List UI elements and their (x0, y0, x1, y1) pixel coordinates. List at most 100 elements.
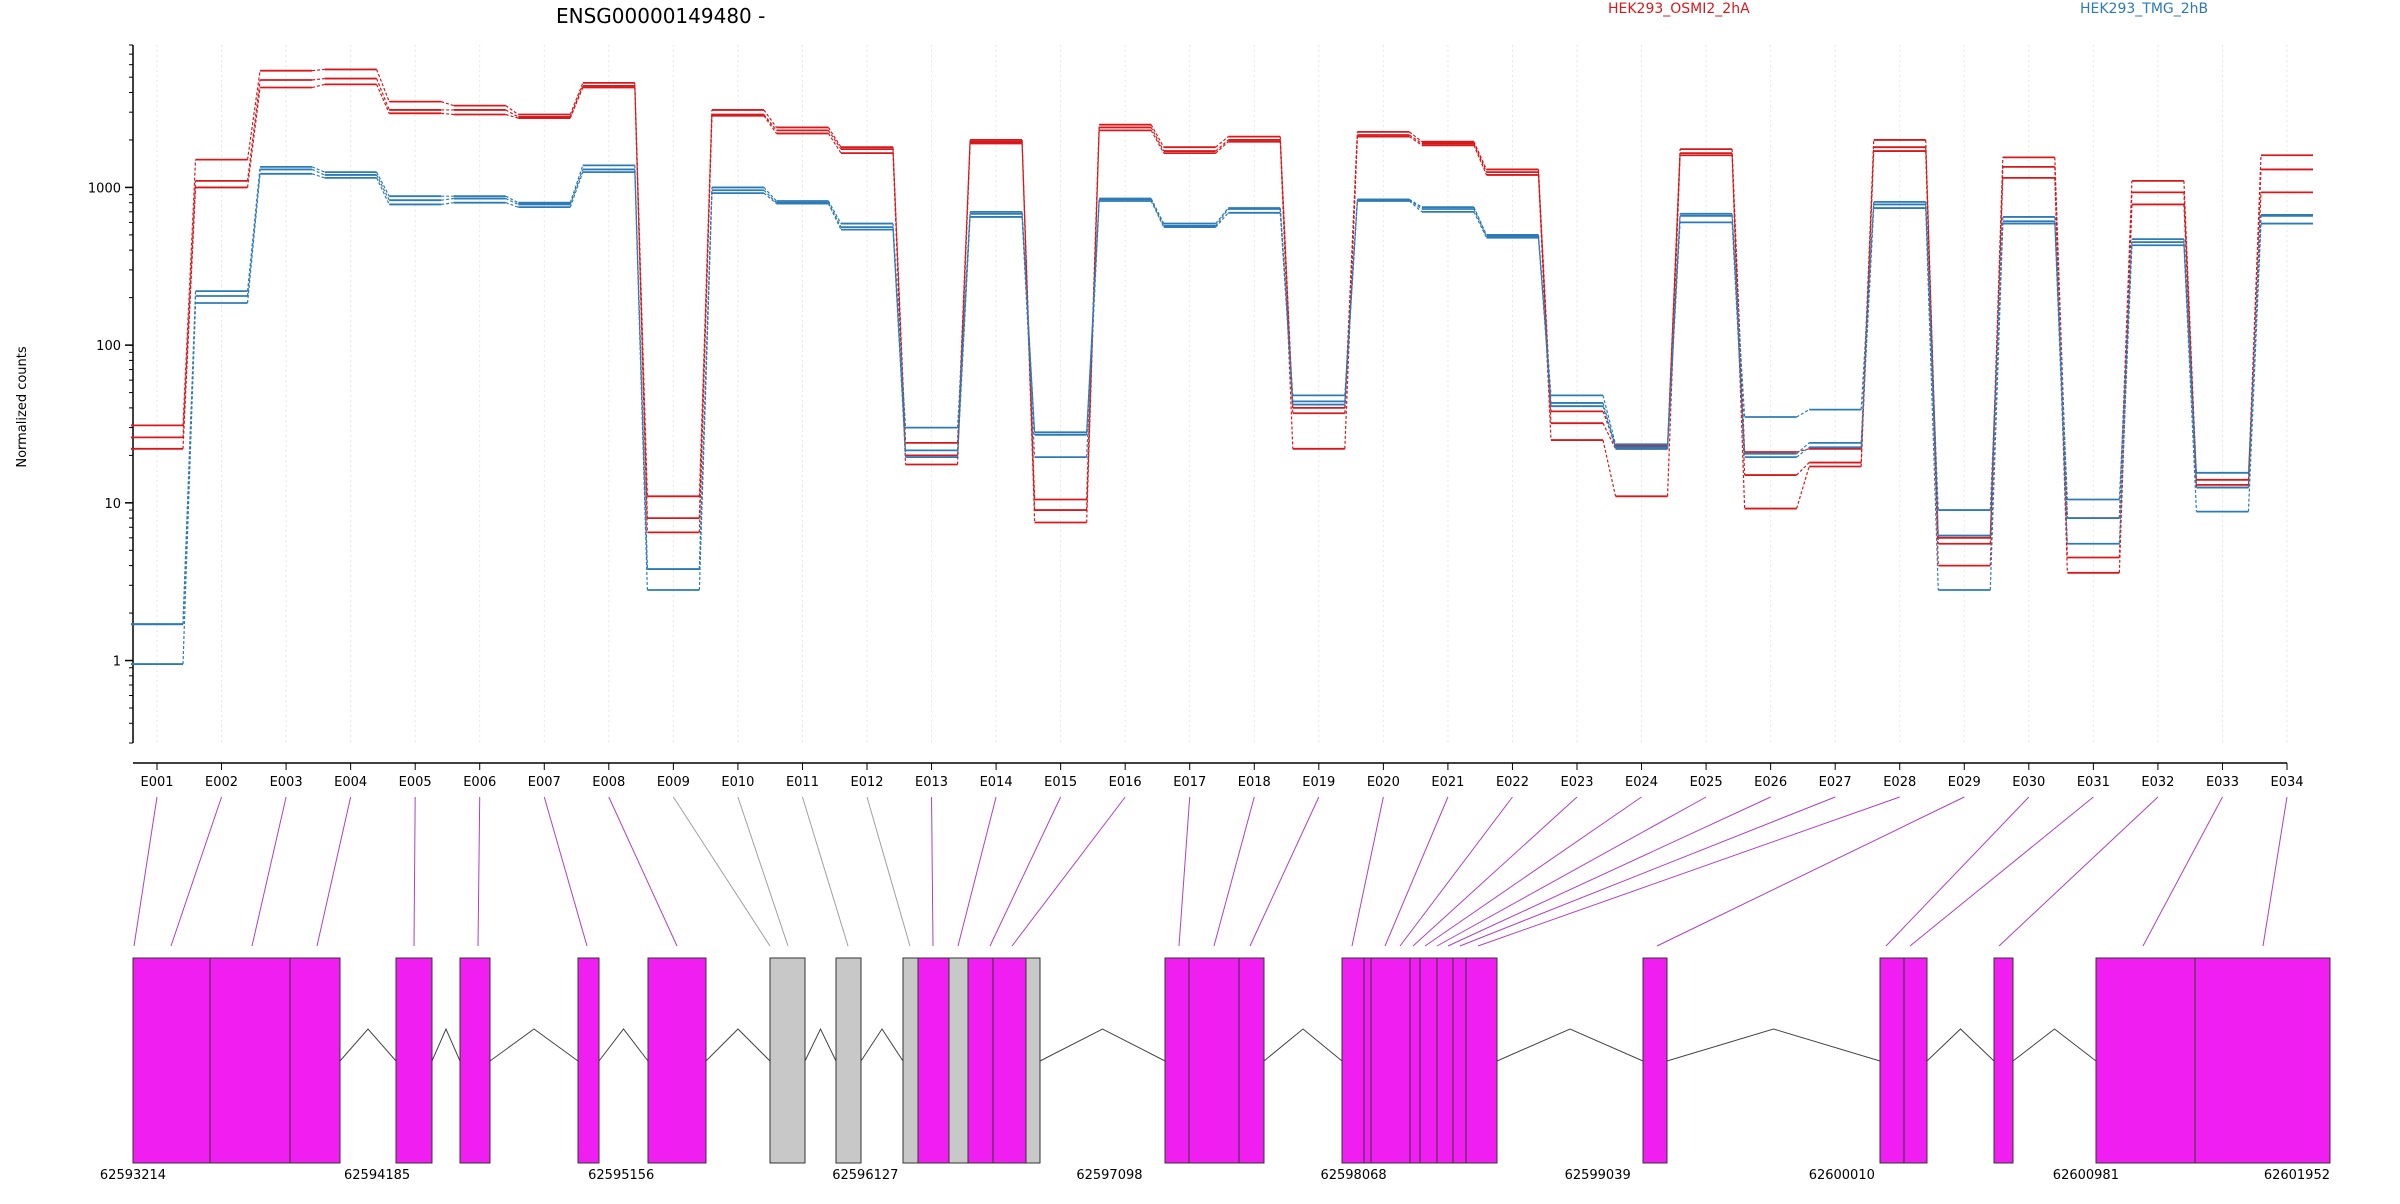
exon-block (395, 957, 433, 1164)
data-connector (1602, 395, 1617, 445)
exon-link-line (1412, 796, 1578, 947)
x-tick-label: E021 (1431, 775, 1464, 790)
exon-link-line (1477, 796, 1900, 947)
intron-line (705, 1028, 771, 1062)
exon-block-inactive (948, 957, 969, 1164)
data-connector (2118, 245, 2133, 544)
series-group (131, 164, 2313, 626)
data-connector (698, 109, 713, 497)
intron-line (804, 1027, 837, 1062)
data-connector (1796, 442, 1810, 455)
genomic-coordinate-label: 62597098 (1076, 1168, 1142, 1183)
data-connector (569, 82, 584, 115)
data-connector (505, 113, 519, 119)
data-connector (1796, 409, 1810, 418)
data-connector (1602, 439, 1617, 497)
x-tick-label: E034 (2270, 775, 2303, 790)
exon-block (1436, 957, 1454, 1164)
x-tick-label: E022 (1496, 775, 1529, 790)
data-connector (892, 223, 907, 428)
data-connector (1473, 208, 1487, 237)
exon-block (1419, 957, 1438, 1164)
data-connector (1021, 216, 1036, 458)
data-connector (1150, 198, 1165, 224)
x-tick-label: E028 (1883, 775, 1916, 790)
data-connector (956, 216, 971, 458)
intron-line (1039, 1028, 1166, 1062)
exon-block (289, 957, 341, 1164)
data-connector (2247, 223, 2262, 512)
exon-link-line (1459, 796, 1836, 947)
x-tick-label: E008 (592, 775, 625, 790)
x-tick-label: E031 (2077, 775, 2110, 790)
genomic-coordinate-label: 62599039 (1565, 1168, 1631, 1183)
genomic-coordinate-label: 62600010 (1809, 1168, 1875, 1183)
exon-link-line (989, 796, 1062, 947)
intron-line (339, 1028, 397, 1062)
intron-line (1263, 1028, 1343, 1062)
data-connector (1215, 207, 1229, 224)
x-tick-label: E018 (1238, 775, 1271, 790)
exon-link-line (1998, 796, 2159, 947)
data-connector (311, 83, 325, 89)
exon-link-line (1351, 796, 1384, 947)
x-tick-label: E030 (2012, 775, 2045, 790)
data-connector (1473, 145, 1488, 176)
series-group (131, 83, 2313, 574)
x-tick-label: E006 (463, 775, 496, 790)
exon-block-inactive (769, 957, 806, 1164)
data-connector (2054, 221, 2068, 519)
data-connector (1215, 141, 1229, 154)
exon-block (459, 957, 491, 1164)
exon-link-line (2262, 796, 2288, 947)
exon-block (2095, 957, 2196, 1164)
data-connector (1537, 237, 1552, 407)
y-axis-label: Normalized counts (15, 346, 30, 468)
data-connector (1021, 143, 1036, 523)
data-connector (1279, 139, 1294, 414)
intron-line (1496, 1028, 1644, 1062)
exon-block-inactive (902, 957, 919, 1164)
data-connector (440, 101, 454, 107)
data-connector (182, 180, 197, 438)
exon-link-line (1399, 796, 1513, 947)
data-connector (441, 112, 454, 116)
exon-block (1642, 957, 1668, 1164)
data-connector (698, 193, 713, 591)
exon-link-line (608, 796, 678, 947)
legend-entry-tmg: HEK293_TMG_2hB (2080, 1, 2208, 17)
series-group (131, 77, 2313, 559)
exon-block (1465, 957, 1498, 1164)
data-connector (892, 153, 907, 465)
data-connector (246, 173, 261, 304)
exon-link-line (1178, 796, 1191, 947)
exon-block (1341, 957, 1365, 1164)
data-connector (246, 79, 261, 181)
data-connector (376, 69, 390, 102)
data-connector (246, 70, 261, 160)
exon-block (209, 957, 291, 1164)
data-connector (892, 229, 907, 458)
series-group (131, 168, 2313, 626)
data-connector (827, 130, 842, 150)
series-group (131, 171, 2313, 665)
data-connector (1409, 199, 1423, 210)
data-connector (182, 159, 197, 426)
data-connector (1473, 211, 1487, 238)
data-connector (505, 105, 519, 115)
data-connector (246, 87, 261, 188)
data-connector (505, 195, 519, 204)
data-connector (1021, 213, 1036, 435)
data-connector (1409, 136, 1423, 146)
data-connector (1409, 134, 1423, 144)
data-connector (1215, 212, 1229, 228)
data-connector (1150, 124, 1165, 148)
data-connector (956, 213, 971, 451)
genomic-coordinate-label: 62601952 (2264, 1168, 2330, 1183)
data-connector (1215, 136, 1229, 148)
data-connector (1215, 208, 1229, 227)
exon-link-line (2142, 796, 2223, 947)
exon-block (1370, 957, 1411, 1164)
exon-block (1188, 957, 1240, 1164)
